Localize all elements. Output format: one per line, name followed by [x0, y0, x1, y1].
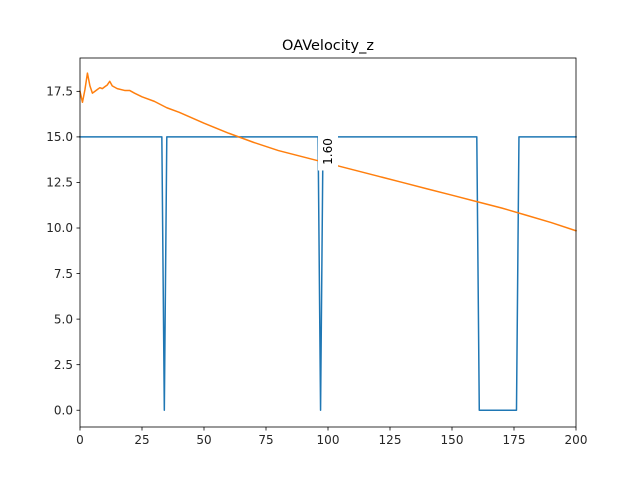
x-tick-label: 50	[196, 433, 211, 447]
series-layer	[79, 72, 577, 411]
x-axis-ticks: 0 25 50 75 100 125 150 175 200	[76, 427, 587, 447]
chart-title: OAVelocity_z	[282, 38, 374, 54]
y-axis-ticks: 0.0 2.5 5.0 7.5 10.0 12.5 15.0 17.5	[46, 85, 80, 417]
x-tick-label: 125	[379, 433, 402, 447]
plot-area	[80, 58, 576, 427]
series-line-1	[79, 72, 577, 232]
x-tick-label: 100	[317, 433, 340, 447]
x-tick-label: 75	[258, 433, 273, 447]
series-line-0	[79, 136, 577, 411]
y-tick-label: 7.5	[54, 267, 73, 281]
y-tick-label: 10.0	[46, 221, 73, 235]
x-tick-label: 25	[134, 433, 149, 447]
annotation-box	[318, 132, 338, 171]
annotation-0: 1.60	[318, 132, 338, 171]
x-tick-label: 150	[441, 433, 464, 447]
x-tick-label: 175	[503, 433, 526, 447]
y-tick-label: 17.5	[46, 85, 73, 99]
y-tick-label: 0.0	[54, 403, 73, 417]
annotation-layer: 1.60	[318, 132, 338, 171]
x-tick-label: 200	[565, 433, 588, 447]
y-tick-label: 15.0	[46, 130, 73, 144]
y-tick-label: 5.0	[54, 312, 73, 326]
x-tick-label: 0	[76, 433, 84, 447]
y-tick-label: 12.5	[46, 176, 73, 190]
y-tick-label: 2.5	[54, 358, 73, 372]
annotation-label: 1.60	[321, 138, 335, 165]
